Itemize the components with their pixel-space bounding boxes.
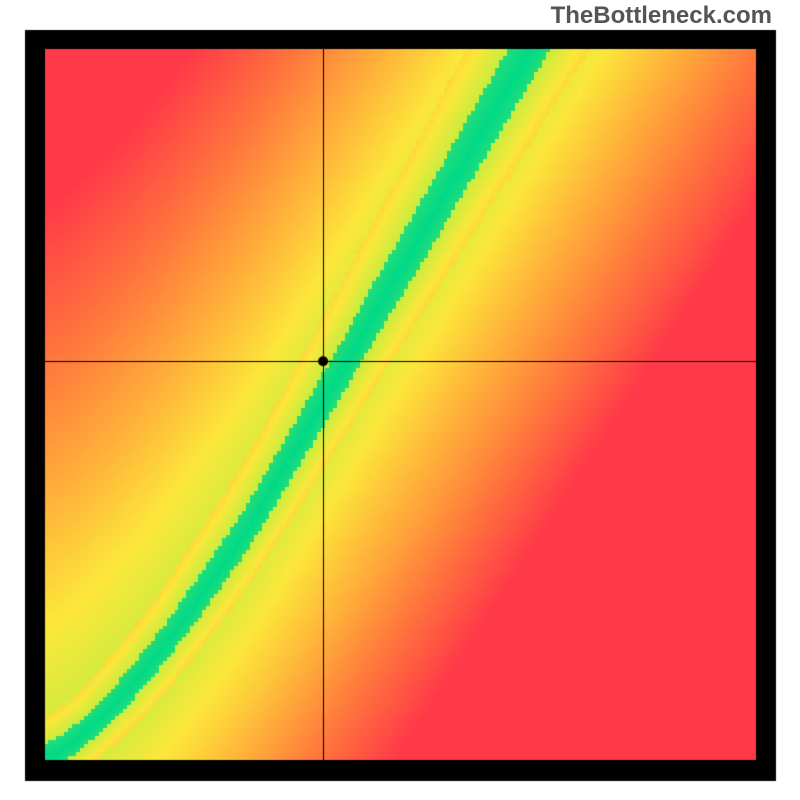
source-watermark: TheBottleneck.com [551, 2, 772, 30]
bottleneck-heatmap [0, 0, 800, 800]
